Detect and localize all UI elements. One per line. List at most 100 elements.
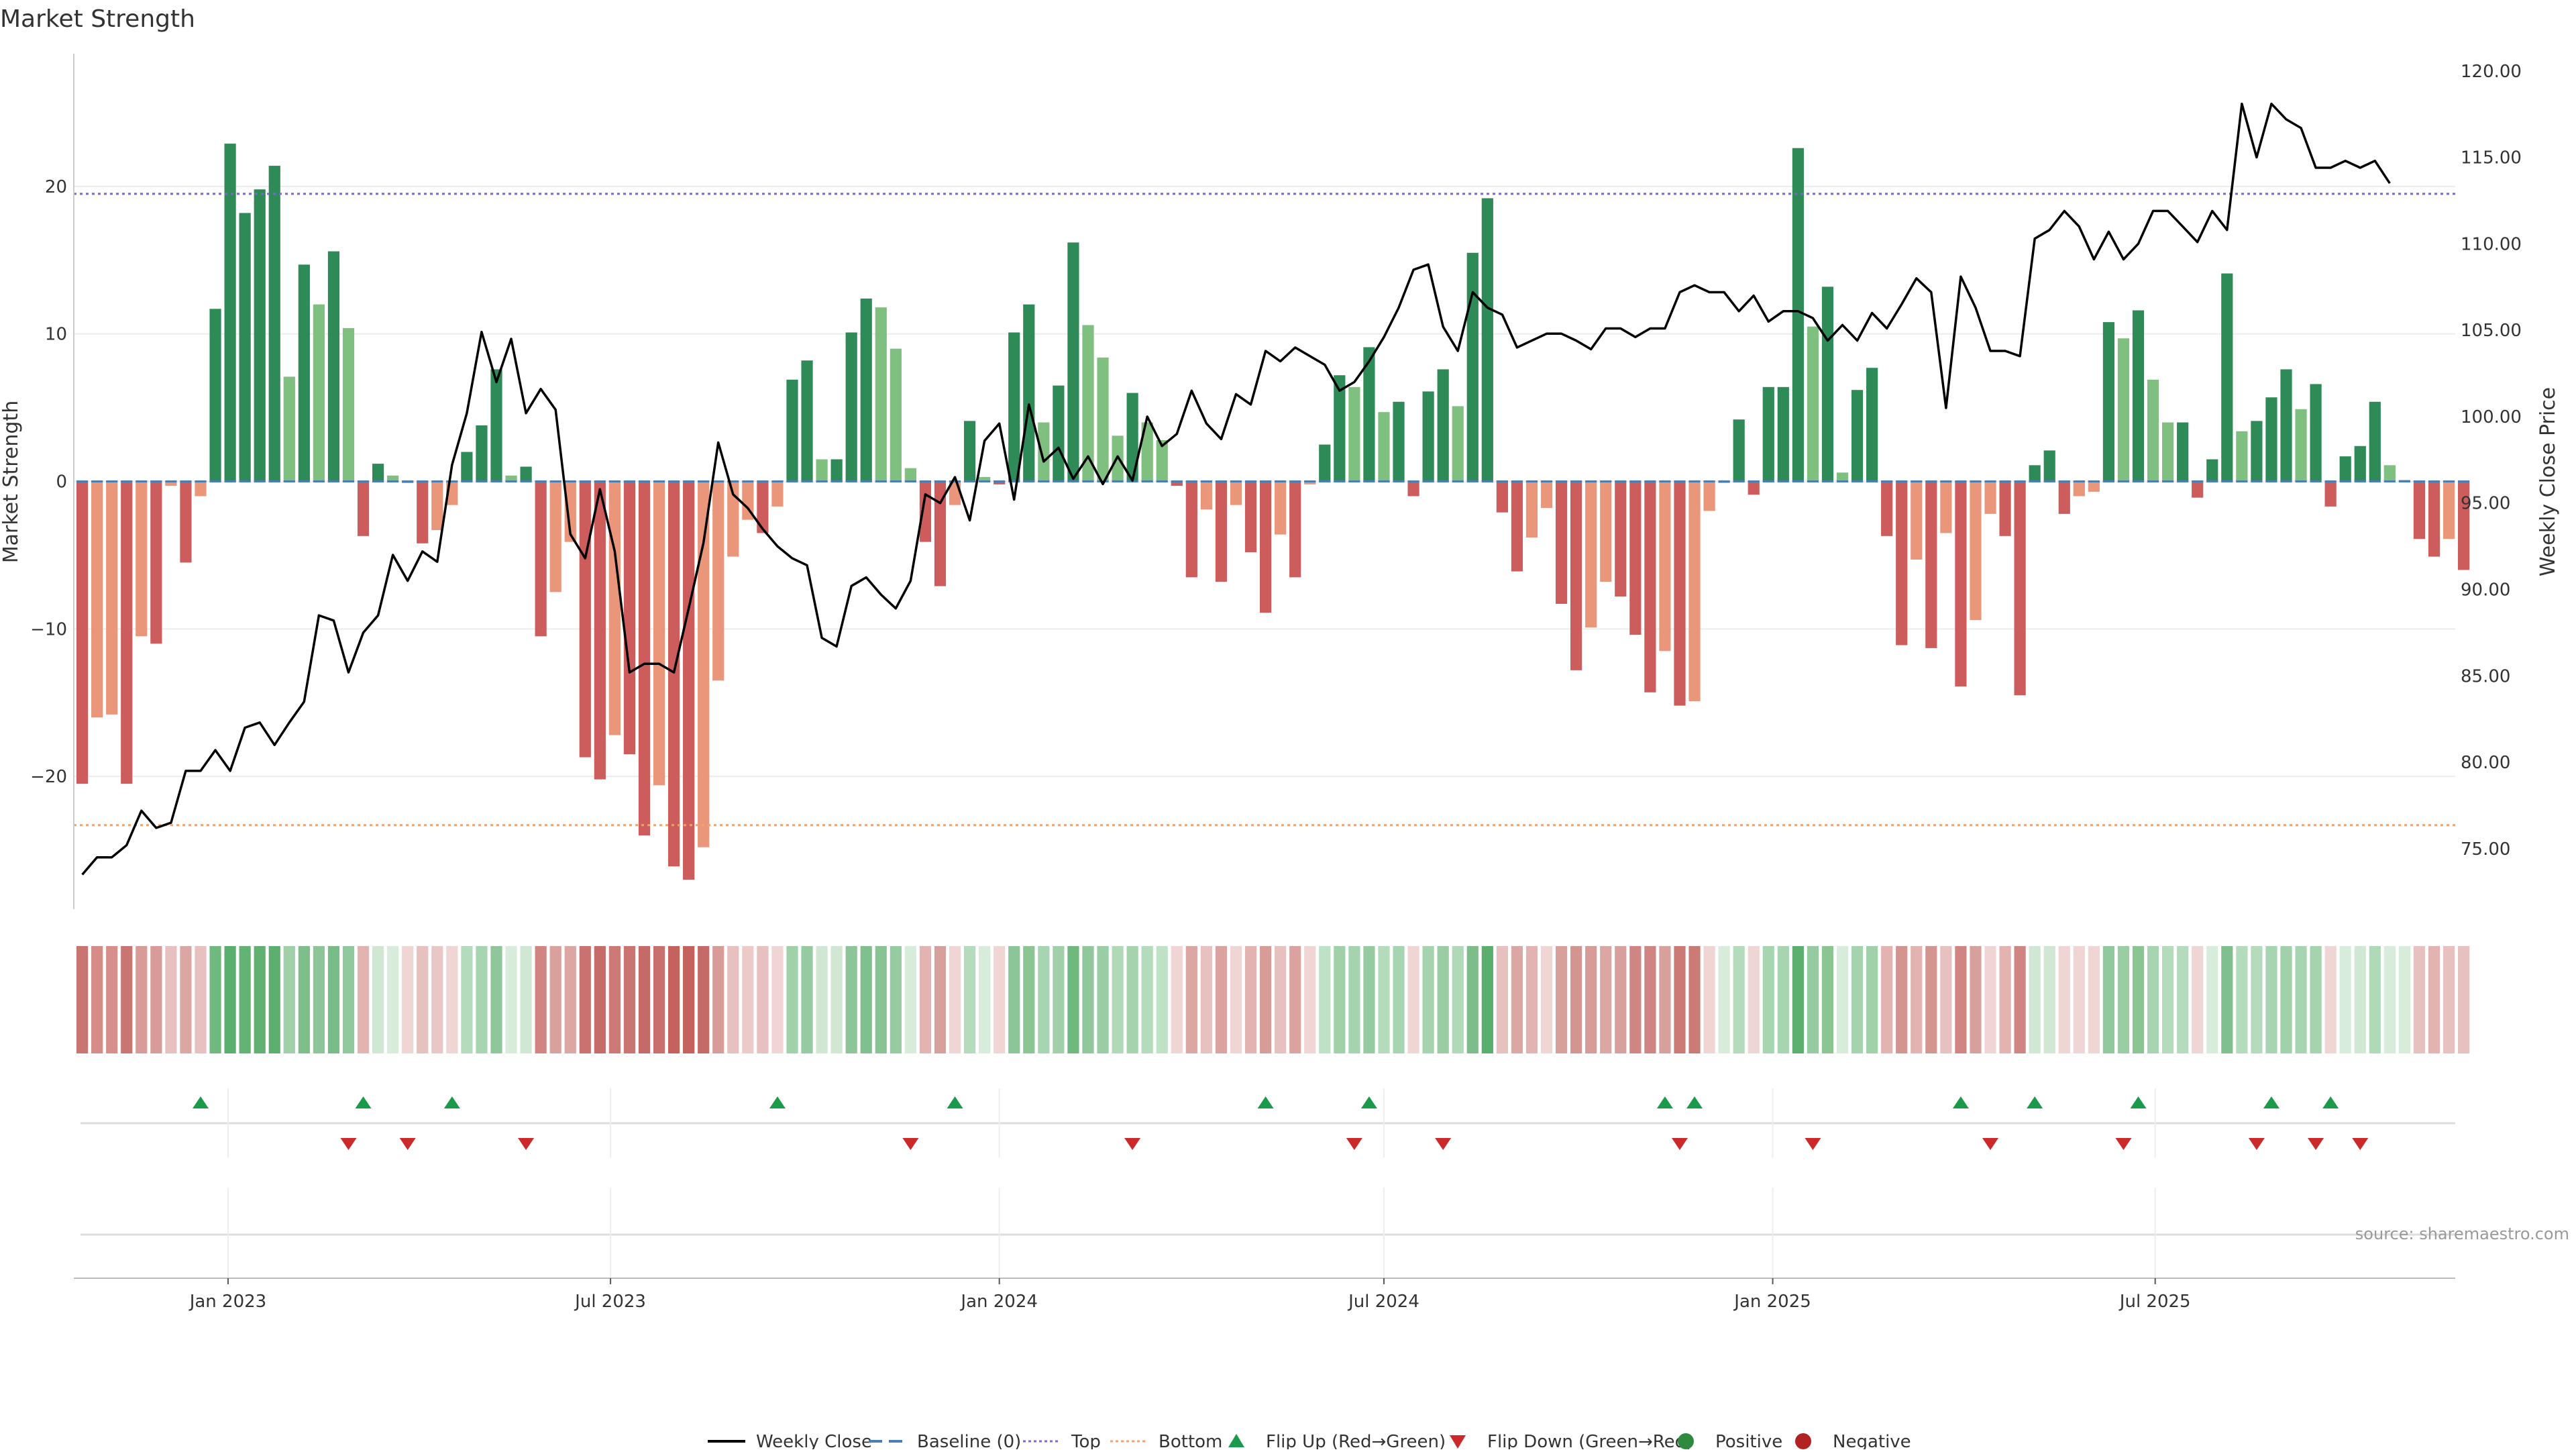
strength-bar (313, 304, 325, 482)
strength-bar (1881, 481, 1893, 536)
strength-strip-cell (1659, 946, 1671, 1053)
strength-bar (150, 481, 162, 644)
right-tick-label: 80.00 (2461, 753, 2510, 773)
x-tick-label: Jul 2024 (1347, 1292, 1419, 1312)
strength-strip-cell (564, 946, 576, 1053)
flip-up-marker (1360, 1096, 1377, 1108)
x-tick-label: Jan 2023 (189, 1292, 267, 1312)
right-tick-label: 75.00 (2461, 839, 2510, 860)
strength-bar (564, 481, 576, 542)
strength-bar (786, 379, 798, 482)
strength-bar (1807, 326, 1819, 482)
strength-strip-cell (209, 946, 221, 1053)
strength-bar (505, 475, 517, 482)
strength-strip-cell (1511, 946, 1523, 1053)
strength-bar (1955, 481, 1967, 687)
strength-bar (1896, 481, 1908, 645)
strength-strip-cell (1393, 946, 1405, 1053)
strength-strip-cell (979, 946, 991, 1053)
strength-bar (1171, 481, 1183, 486)
strength-strip-cell (2280, 946, 2292, 1053)
strength-bar (1615, 481, 1627, 597)
strength-strip-cell (1141, 946, 1153, 1053)
strength-bar (2147, 379, 2159, 482)
strength-bar (1289, 481, 1301, 578)
flip-down-marker (1124, 1138, 1141, 1150)
strength-strip-cell (1171, 946, 1183, 1053)
strength-bar (1911, 481, 1923, 560)
strength-bar (2221, 273, 2233, 482)
strength-bar (1970, 481, 1982, 621)
strength-bar (2295, 409, 2307, 482)
strength-bar (1244, 481, 1257, 553)
strength-bar (1259, 481, 1272, 613)
flip-down-marker (1805, 1138, 1821, 1150)
strength-bar (549, 481, 561, 592)
strength-bar (2324, 481, 2337, 507)
x-tick-label: Jan 2025 (1733, 1292, 1811, 1312)
strength-strip-cell (1896, 946, 1908, 1053)
strength-strip-cell (1082, 946, 1094, 1053)
right-axis-title: Weekly Close Price (2536, 387, 2560, 576)
strength-strip-cell (1289, 946, 1301, 1053)
strength-bar (2369, 401, 2381, 482)
strength-strip-cell (2354, 946, 2366, 1053)
x-tick-label: Jan 2024 (959, 1292, 1038, 1312)
strength-bar (1496, 481, 1508, 513)
strength-strip-cell (121, 946, 133, 1053)
legend-dot-icon (1678, 1433, 1694, 1449)
right-tick-label: 95.00 (2461, 494, 2510, 514)
legend-item: Top (1023, 1432, 1101, 1452)
strength-bar (461, 452, 473, 482)
strength-bar (2088, 481, 2100, 492)
strength-bar (712, 481, 724, 681)
right-tick-label: 105.00 (2461, 321, 2522, 341)
flip-down-marker (1346, 1138, 1362, 1150)
strength-strip-cell (1038, 946, 1050, 1053)
strength-strip-cell (2428, 946, 2440, 1053)
strength-bar (476, 425, 488, 482)
legend-label: Bottom (1159, 1432, 1222, 1449)
strength-strip-cell (919, 946, 932, 1053)
left-tick-label: 0 (56, 472, 67, 492)
strength-bar (520, 466, 532, 482)
strength-strip-cell (2014, 946, 2026, 1053)
strength-strip-cell (1777, 946, 1789, 1053)
flip-up-marker (443, 1096, 460, 1108)
strength-bar (638, 481, 651, 836)
strength-strip-cell (1348, 946, 1360, 1053)
legend-label: Positive (1715, 1432, 1782, 1449)
strength-bar (1008, 332, 1020, 482)
strength-bar (387, 475, 399, 482)
strength-bar (667, 481, 680, 867)
flip-down-marker (1671, 1138, 1688, 1150)
strength-bar (1437, 369, 1449, 482)
strength-strip-cell (1955, 946, 1967, 1053)
strength-bar (2428, 481, 2440, 557)
strength-strip-cell (136, 946, 148, 1053)
strength-strip-cell (890, 946, 902, 1053)
strength-bar (2177, 422, 2189, 482)
strength-bar (1585, 481, 1597, 628)
strength-strip-cell (417, 946, 429, 1053)
strength-strip-cell (1363, 946, 1375, 1053)
strength-strip-cell (520, 946, 532, 1053)
strength-bar (327, 251, 340, 482)
flip-down-marker (902, 1138, 919, 1150)
strength-bar (1940, 481, 1952, 533)
strength-strip-cell (1378, 946, 1390, 1053)
strength-bar (683, 481, 695, 880)
strength-strip-cell (1836, 946, 1849, 1053)
flip-up-marker (1686, 1096, 1703, 1108)
right-tick-label: 100.00 (2461, 407, 2522, 427)
strength-strip-cell (623, 946, 636, 1053)
strength-strip-cell (1555, 946, 1568, 1053)
strength-strip-cell (195, 946, 207, 1053)
strength-bar (1038, 422, 1050, 482)
flip-up-marker (2322, 1096, 2339, 1108)
legend-label: Baseline (0) (917, 1432, 1021, 1449)
right-tick-label: 85.00 (2461, 666, 2510, 686)
strength-bar (994, 481, 1006, 484)
strength-strip-cell (1126, 946, 1138, 1053)
strength-strip-cell (1215, 946, 1228, 1053)
